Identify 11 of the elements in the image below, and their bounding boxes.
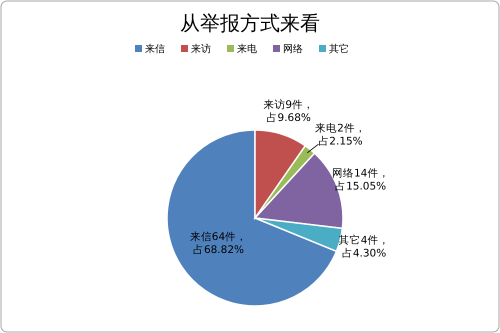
legend-label: 其它 — [329, 43, 349, 55]
chart-title: 从举报方式来看 — [180, 11, 320, 35]
data-label: 其它4件，占4.30% — [338, 234, 390, 260]
data-label: 网络14件，占15.05% — [332, 167, 390, 192]
legend-label: 来访 — [191, 43, 211, 55]
legend-label: 网络 — [283, 43, 303, 55]
legend-label: 来电 — [237, 43, 257, 55]
data-label: 来信64件，占68.82% — [190, 230, 248, 256]
legend-label: 来信 — [145, 43, 165, 55]
data-label: 来访9件，占9.68% — [263, 98, 314, 124]
data-label: 来电2件，占2.15% — [315, 122, 366, 148]
